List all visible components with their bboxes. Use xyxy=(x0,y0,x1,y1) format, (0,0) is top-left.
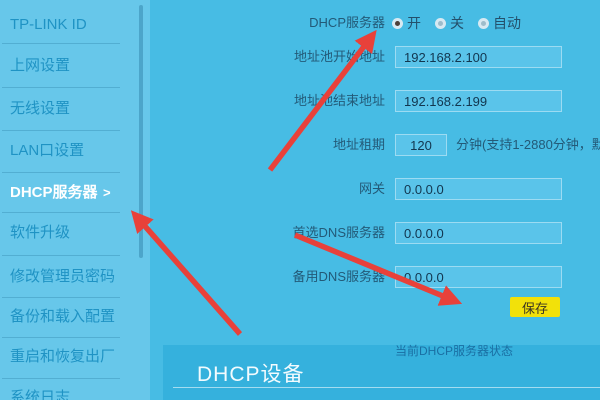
pool-start-label: 地址池开始地址 xyxy=(293,49,385,64)
sidebar: TP-LINK ID 上网设置 无线设置 LAN口设置 DHCP服务器 > 软件… xyxy=(0,0,150,400)
lease-time-label: 地址租期 xyxy=(332,137,385,152)
radio-icon xyxy=(478,17,489,29)
gateway-input[interactable] xyxy=(395,178,562,200)
sidebar-divider xyxy=(2,297,120,298)
dhcp-server-label: DHCP服务器 xyxy=(309,15,385,30)
sidebar-item-backup-restore-config[interactable]: 备份和载入配置 xyxy=(10,308,116,325)
sidebar-item-internet-settings[interactable]: 上网设置 xyxy=(10,57,71,74)
sidebar-item-system-log[interactable]: 系统日志 xyxy=(10,389,71,400)
sidebar-divider xyxy=(2,255,120,256)
primary-dns-input[interactable] xyxy=(395,222,562,244)
lease-time-hint: 分钟(支持1-2880分钟，默认 xyxy=(456,137,600,152)
sidebar-item-change-admin-password[interactable]: 修改管理员密码 xyxy=(10,268,116,285)
save-button[interactable]: 保存 xyxy=(510,297,560,317)
pool-end-label: 地址池结束地址 xyxy=(293,93,385,108)
sidebar-item-wireless-settings[interactable]: 无线设置 xyxy=(10,100,71,117)
radio-icon xyxy=(392,17,403,29)
pool-start-input[interactable] xyxy=(395,46,562,68)
sidebar-item-reboot-factory-reset[interactable]: 重启和恢复出厂 xyxy=(10,348,116,365)
sidebar-item-firmware-upgrade[interactable]: 软件升级 xyxy=(10,224,71,241)
secondary-dns-label: 备用DNS服务器 xyxy=(292,269,385,284)
dhcp-on-radio[interactable]: 开 xyxy=(392,13,421,33)
gateway-label: 网关 xyxy=(358,181,385,196)
chevron-right-icon: > xyxy=(103,185,111,200)
dhcp-devices-heading: DHCP设备 xyxy=(197,363,305,386)
dhcp-settings-panel: DHCP服务器 开 关 自动 地址池开始地址 地址池结束地址 地址租期 分钟(支… xyxy=(150,0,600,400)
dhcp-auto-radio[interactable]: 自动 xyxy=(478,13,521,33)
section-divider xyxy=(173,387,600,388)
sidebar-scrollbar[interactable] xyxy=(139,5,143,258)
sidebar-divider xyxy=(2,337,120,338)
lease-time-input[interactable] xyxy=(395,134,447,156)
sidebar-divider xyxy=(2,378,120,379)
dhcp-devices-section: DHCP设备 xyxy=(163,345,600,400)
dhcp-off-radio[interactable]: 关 xyxy=(435,13,464,33)
sidebar-item-label: DHCP服务器 xyxy=(10,184,98,201)
radio-icon xyxy=(435,17,446,29)
sidebar-item-lan-settings[interactable]: LAN口设置 xyxy=(10,142,85,159)
sidebar-divider xyxy=(2,130,120,131)
dhcp-mode-radio-group: 开 关 自动 xyxy=(392,14,535,32)
sidebar-divider xyxy=(2,87,120,88)
sidebar-item-dhcp-server[interactable]: DHCP服务器 > xyxy=(10,183,111,203)
sidebar-divider xyxy=(2,212,120,213)
pool-end-input[interactable] xyxy=(395,90,562,112)
primary-dns-label: 首选DNS服务器 xyxy=(292,225,385,240)
dhcp-status-text: 当前DHCP服务器状态 xyxy=(395,344,514,358)
sidebar-item-tplink-id[interactable]: TP-LINK ID xyxy=(10,16,87,33)
sidebar-divider xyxy=(2,43,120,44)
secondary-dns-input[interactable] xyxy=(395,266,562,288)
sidebar-divider xyxy=(2,172,120,173)
